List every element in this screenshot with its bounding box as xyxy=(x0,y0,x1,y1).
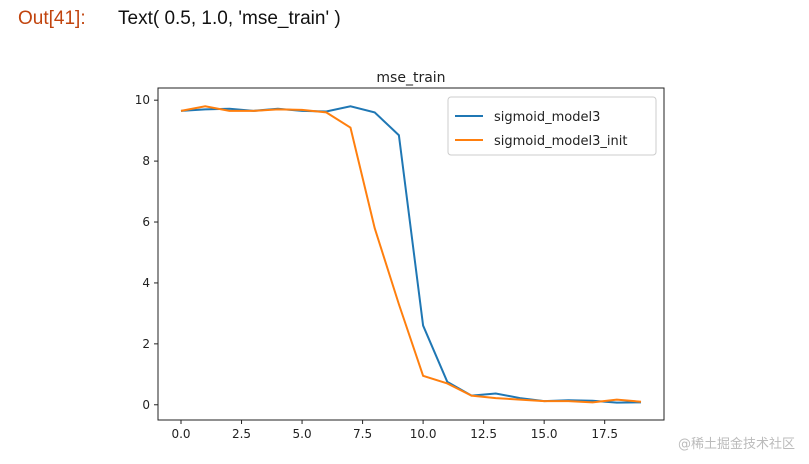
y-tick-label: 10 xyxy=(135,93,150,107)
cell-prompt: Out[41]: xyxy=(18,8,86,29)
x-tick-label: 12.5 xyxy=(470,427,497,441)
watermark: @稀土掘金技术社区 xyxy=(677,437,795,452)
legend-label: sigmoid_model3 xyxy=(494,110,600,125)
cell-output-text: Text( 0.5, 1.0, 'mse_train' ) xyxy=(118,8,341,29)
legend-label: sigmoid_model3_init xyxy=(494,134,627,149)
x-tick-label: 0.0 xyxy=(171,427,190,441)
series-line-sigmoid_model3_init xyxy=(180,105,642,404)
x-tick-label: 7.5 xyxy=(353,427,372,441)
y-tick-label: 6 xyxy=(142,215,150,229)
y-tick-label: 2 xyxy=(142,337,150,351)
x-tick-label: 17.5 xyxy=(591,427,618,441)
plot-frame xyxy=(157,87,665,421)
y-tick-label: 8 xyxy=(142,154,150,168)
legend: sigmoid_model3 sigmoid_model3_init xyxy=(447,96,657,156)
x-tick-label: 5.0 xyxy=(293,427,312,441)
y-tick-label: 4 xyxy=(142,276,150,290)
x-tick-label: 15.0 xyxy=(531,427,558,441)
chart-title: mse_train xyxy=(376,70,445,86)
x-tick-label: 10.0 xyxy=(410,427,437,441)
x-tick-label: 2.5 xyxy=(232,427,251,441)
y-tick-label: 0 xyxy=(142,398,150,412)
